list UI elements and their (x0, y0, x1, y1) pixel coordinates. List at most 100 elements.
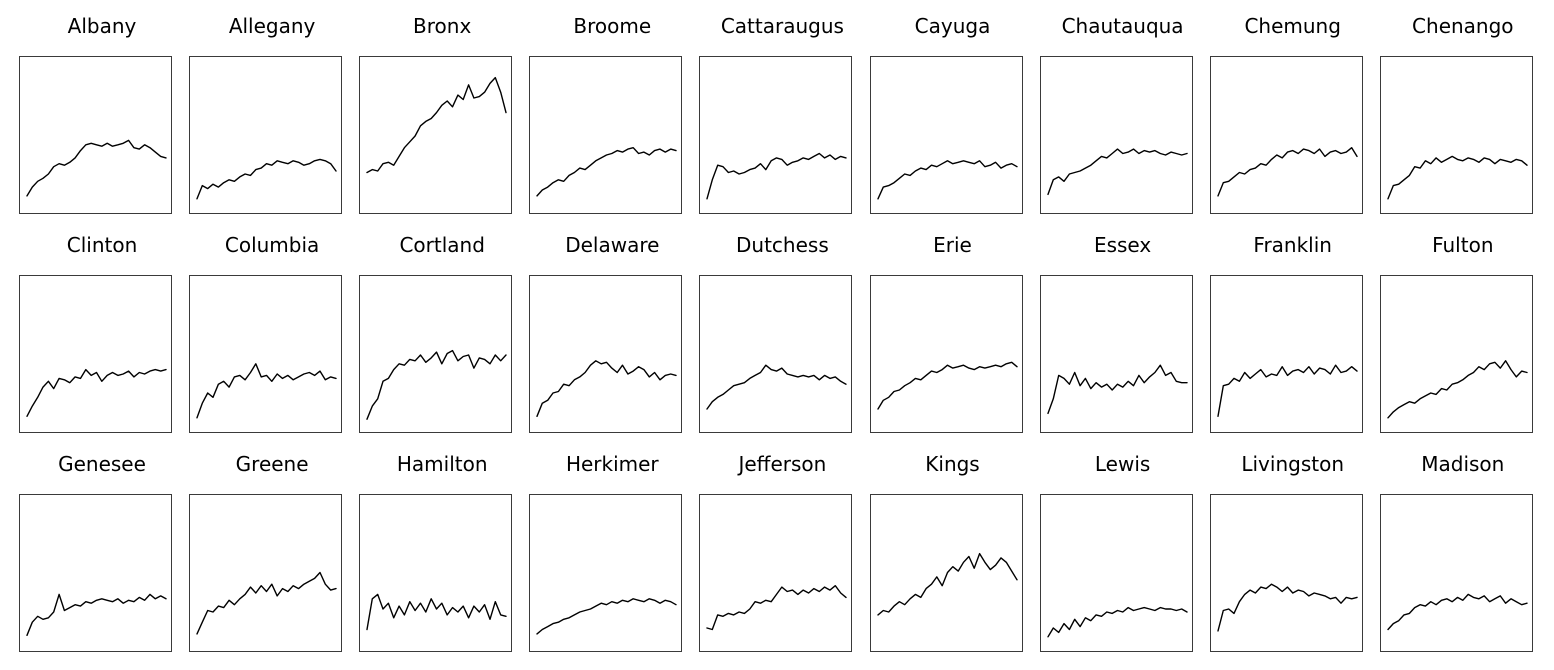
plot-frame (529, 275, 683, 433)
chart-panel: Kings (868, 438, 1038, 652)
panel-title: Broome (573, 14, 652, 38)
plot-frame (19, 275, 172, 433)
series-line (876, 552, 1018, 616)
panel-title: Chemung (1244, 14, 1341, 38)
chart-panel: Lewis (1038, 438, 1208, 652)
sparkline-svg (1216, 146, 1358, 197)
sparkline-svg (366, 349, 507, 420)
panel-title: Essex (1093, 233, 1152, 257)
chart-panel: Delaware (527, 219, 697, 433)
sparkline-svg (196, 363, 337, 419)
chart-panel: Hamilton (357, 438, 527, 652)
series-line (196, 571, 337, 635)
series-line (196, 363, 337, 419)
series-line (706, 584, 848, 631)
sparkline-svg (876, 361, 1018, 410)
chart-panel: Bronx (357, 0, 527, 214)
sparkline-svg (196, 158, 337, 200)
panel-title: Delaware (565, 233, 660, 257)
sparkline-svg (26, 139, 167, 197)
sparkline-svg (1387, 593, 1528, 631)
plot-frame (1209, 494, 1363, 652)
sparkline-svg (876, 160, 1018, 200)
plot-frame (189, 56, 343, 214)
plot-frame (869, 275, 1023, 433)
plot-frame (529, 494, 683, 652)
sparkline-svg (1387, 360, 1528, 419)
sparkline-svg (1046, 364, 1188, 415)
chart-panel: Madison (1378, 438, 1548, 652)
panel-title: Jefferson (738, 452, 827, 476)
panel-title: Fulton (1432, 233, 1494, 257)
series-line (706, 152, 848, 200)
chart-panel: Erie (868, 219, 1038, 433)
series-line (706, 364, 848, 410)
panel-title: Cortland (399, 233, 485, 257)
panel-title: Herkimer (565, 452, 659, 476)
panel-title: Cattaraugus (720, 14, 844, 38)
panel-title: Dutchess (736, 233, 829, 257)
sparkline-svg (1387, 155, 1528, 200)
panel-title: Hamilton (396, 452, 488, 476)
plot-frame (359, 494, 513, 652)
panel-title: Allegany (228, 14, 316, 38)
sparkline-svg (1046, 606, 1188, 638)
series-line (1387, 155, 1528, 200)
panel-title: Bronx (413, 14, 472, 38)
series-line (26, 139, 167, 197)
sparkline-svg (536, 146, 677, 197)
plot-frame (699, 275, 853, 433)
chart-panel: Chautauqua (1038, 0, 1208, 214)
chart-panel: Albany (17, 0, 187, 214)
chart-panel: Dutchess (697, 219, 867, 433)
chart-panel: Cattaraugus (697, 0, 867, 214)
chart-panel: Genesee (17, 438, 187, 652)
series-line (1216, 146, 1358, 197)
sparkline-svg (536, 598, 677, 635)
sparkline-svg (876, 552, 1018, 616)
series-line (196, 158, 337, 200)
sparkline-svg (1216, 364, 1358, 418)
panel-title: Madison (1421, 452, 1505, 476)
chart-panel: Fulton (1378, 219, 1548, 433)
plot-frame (19, 494, 172, 652)
plot-frame (1379, 275, 1533, 433)
chart-panel: Broome (527, 0, 697, 214)
plot-frame (1039, 275, 1193, 433)
plot-frame (189, 494, 343, 652)
panel-title: Franklin (1253, 233, 1332, 257)
plot-frame (189, 275, 343, 433)
series-line (1046, 148, 1188, 196)
panel-title: Genesee (58, 452, 146, 476)
series-line (876, 160, 1018, 200)
chart-panel: Herkimer (527, 438, 697, 652)
plot-frame (1379, 56, 1533, 214)
plot-frame (1209, 56, 1363, 214)
plot-frame (1039, 494, 1193, 652)
plot-frame (699, 494, 853, 652)
panel-title: Albany (67, 14, 137, 38)
series-line (1387, 360, 1528, 419)
series-line (1387, 593, 1528, 631)
chart-panel: Jefferson (697, 438, 867, 652)
plot-frame (359, 275, 513, 433)
panel-title: Chautauqua (1061, 14, 1184, 38)
chart-panel: Essex (1038, 219, 1208, 433)
chart-panel: Cortland (357, 219, 527, 433)
series-line (26, 368, 167, 418)
chart-panel: Livingston (1208, 438, 1378, 652)
chart-panel: Franklin (1208, 219, 1378, 433)
sparkline-svg (706, 364, 848, 410)
panel-title: Cayuga (914, 14, 991, 38)
sparkline-svg (536, 360, 677, 418)
chart-panel: Chemung (1208, 0, 1378, 214)
chart-panel: Greene (187, 438, 357, 652)
plot-frame (359, 56, 513, 214)
panel-title: Greene (235, 452, 309, 476)
plot-frame (869, 494, 1023, 652)
panel-title: Columbia (224, 233, 320, 257)
chart-panel: Cayuga (868, 0, 1038, 214)
sparkline-svg (706, 152, 848, 200)
plot-frame (1039, 56, 1193, 214)
